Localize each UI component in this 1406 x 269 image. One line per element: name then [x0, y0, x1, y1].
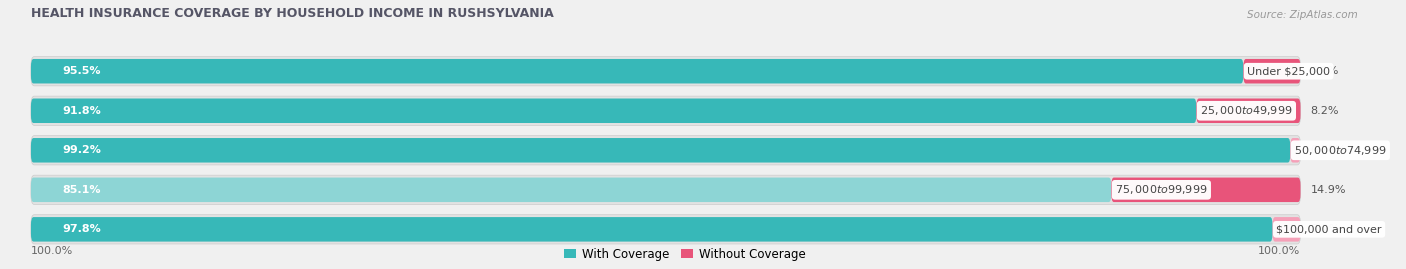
Legend: With Coverage, Without Coverage: With Coverage, Without Coverage [560, 243, 810, 266]
Text: $75,000 to $99,999: $75,000 to $99,999 [1115, 183, 1208, 196]
Text: $50,000 to $74,999: $50,000 to $74,999 [1294, 144, 1386, 157]
FancyBboxPatch shape [31, 98, 1197, 123]
FancyBboxPatch shape [1272, 217, 1301, 242]
Text: 95.5%: 95.5% [63, 66, 101, 76]
Text: 14.9%: 14.9% [1310, 185, 1346, 195]
Text: 91.8%: 91.8% [63, 106, 101, 116]
Text: 99.2%: 99.2% [63, 145, 101, 155]
FancyBboxPatch shape [31, 96, 1301, 125]
Text: 85.1%: 85.1% [63, 185, 101, 195]
FancyBboxPatch shape [1291, 138, 1301, 162]
FancyBboxPatch shape [1243, 59, 1301, 83]
Text: Under $25,000: Under $25,000 [1247, 66, 1330, 76]
Text: 4.5%: 4.5% [1310, 66, 1339, 76]
FancyBboxPatch shape [31, 178, 1111, 202]
Text: HEALTH INSURANCE COVERAGE BY HOUSEHOLD INCOME IN RUSHSYLVANIA: HEALTH INSURANCE COVERAGE BY HOUSEHOLD I… [31, 7, 554, 20]
FancyBboxPatch shape [1197, 98, 1301, 123]
Text: 8.2%: 8.2% [1310, 106, 1339, 116]
FancyBboxPatch shape [31, 217, 1272, 242]
Text: 100.0%: 100.0% [1258, 246, 1301, 256]
Text: 100.0%: 100.0% [31, 246, 73, 256]
Text: Source: ZipAtlas.com: Source: ZipAtlas.com [1247, 10, 1358, 20]
Text: $25,000 to $49,999: $25,000 to $49,999 [1201, 104, 1292, 117]
Text: 0.78%: 0.78% [1310, 145, 1346, 155]
FancyBboxPatch shape [31, 138, 1291, 162]
FancyBboxPatch shape [31, 59, 1243, 83]
FancyBboxPatch shape [31, 215, 1301, 244]
FancyBboxPatch shape [31, 175, 1301, 204]
Text: $100,000 and over: $100,000 and over [1277, 224, 1382, 234]
FancyBboxPatch shape [1111, 178, 1301, 202]
Text: 2.2%: 2.2% [1310, 224, 1339, 234]
FancyBboxPatch shape [31, 136, 1301, 165]
Text: 97.8%: 97.8% [63, 224, 101, 234]
FancyBboxPatch shape [31, 56, 1301, 86]
